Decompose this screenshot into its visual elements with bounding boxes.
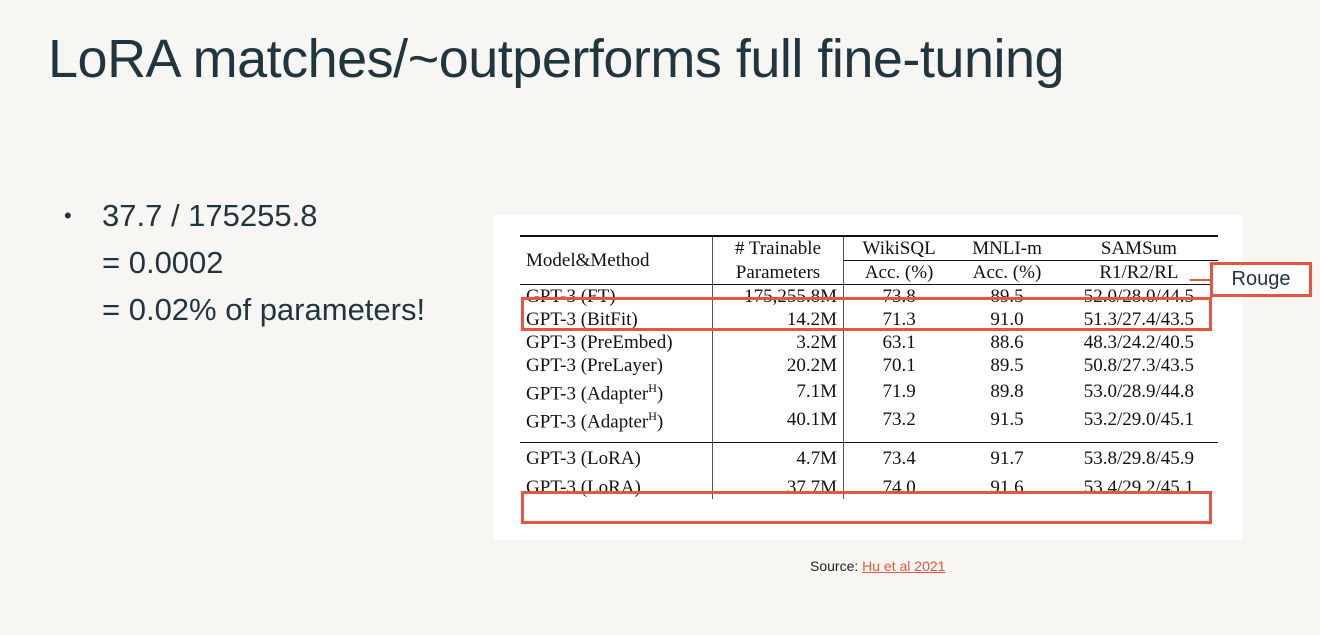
source-citation: Source: Hu et al 2021	[810, 558, 945, 574]
params-cell: 4.7M	[712, 441, 844, 470]
model-cell: GPT-3 (FT)	[520, 284, 713, 308]
rouge-annotation: Rouge	[1210, 262, 1312, 297]
samsum-cell: 48.3/24.2/40.5	[1083, 332, 1195, 353]
wikisql-cell: 70.1	[843, 354, 955, 377]
header-model: Model&Method	[520, 235, 713, 285]
params-cell: 7.1M	[712, 377, 844, 406]
model-cell: GPT-3 (PreEmbed)	[526, 332, 673, 353]
table-row: GPT-3 (LoRA) 4.7M 73.4 91.7 53.8/29.8/45…	[520, 441, 1218, 470]
model-cell: GPT-3 (PreLayer)	[526, 355, 664, 376]
samsum-cell: 53.0/28.9/44.8	[1083, 380, 1195, 402]
source-prefix: Source:	[810, 558, 863, 574]
bullet-text: 37.7 / 175255.8 = 0.0002 = 0.02% of para…	[102, 192, 425, 333]
model-cell: GPT-3 (BitFit)	[526, 309, 638, 330]
spacer-cell	[1060, 434, 1218, 443]
wikisql-cell: 73.8	[843, 284, 955, 308]
header-wikisql-metric: Acc. (%)	[843, 260, 955, 285]
table-spacer-row	[520, 433, 1218, 443]
samsum-cell: 52.0/28.0/44.5	[1059, 284, 1218, 308]
highlight-box-full-finetune	[521, 297, 1212, 331]
header-wikisql: WikiSQL	[843, 235, 955, 261]
bullet-line-decimal: = 0.0002	[102, 245, 224, 280]
params-cell: 20.2M	[712, 354, 844, 377]
bullet-dot-icon: •	[64, 203, 72, 228]
samsum-cell: 53.8/29.8/45.9	[1059, 441, 1218, 470]
bullet-item: • 37.7 / 175255.8 = 0.0002 = 0.02% of pa…	[64, 192, 425, 333]
params-cell: 14.2M	[712, 308, 844, 331]
header-params-line1: # Trainable	[712, 235, 844, 261]
wikisql-cell: 73.2	[843, 405, 955, 434]
mnli-cell: 89.5	[990, 355, 1024, 376]
spacer-cell	[843, 433, 955, 443]
table-row: GPT-3 (AdapterH) 40.1M 73.2 91.5 53.2/29…	[520, 405, 1218, 434]
bullet-list: • 37.7 / 175255.8 = 0.0002 = 0.02% of pa…	[64, 192, 425, 333]
bullet-line-percent: = 0.02% of parameters!	[102, 292, 426, 327]
source-link[interactable]: Hu et al 2021	[862, 558, 946, 574]
wikisql-cell: 71.9	[843, 377, 955, 406]
model-name-end: )	[656, 383, 664, 405]
wikisql-cell: 73.4	[843, 441, 955, 470]
header-samsum: SAMSum	[1059, 235, 1218, 261]
model-superscript: H	[648, 381, 657, 395]
table-row: GPT-3 (PreLayer) 20.2M 70.1 89.5 50.8/27…	[520, 354, 1218, 377]
wikisql-cell: 63.1	[843, 331, 955, 354]
model-name: GPT-3 (Adapter	[526, 383, 649, 405]
header-params-line2: Parameters	[712, 260, 844, 285]
params-cell: 3.2M	[712, 331, 844, 354]
rouge-connector-line	[1190, 279, 1210, 281]
header-mnli: MNLI-m	[954, 235, 1060, 261]
params-cell: 175,255.8M	[712, 284, 844, 308]
spacer-cell	[954, 434, 1060, 443]
table-header-row: Model&Method # Trainable WikiSQL MNLI-m …	[520, 235, 1218, 285]
slide-title: LoRA matches/~outperforms full fine-tuni…	[48, 29, 1065, 89]
table-row: GPT-3 (FT) 175,255.8M 73.8 89.5 52.0/28.…	[520, 284, 1218, 308]
highlight-box-lora	[521, 491, 1212, 524]
bullet-line-ratio: 37.7 / 175255.8	[102, 198, 318, 233]
model-cell: GPT-3 (LoRA)	[520, 441, 713, 470]
model-superscript: H	[648, 409, 657, 424]
header-samsum-metric: R1/R2/RL	[1059, 260, 1218, 285]
mnli-cell: 89.5	[954, 284, 1060, 308]
mnli-cell: 88.6	[990, 332, 1024, 353]
table-row: GPT-3 (BitFit) 14.2M 71.3 91.0 51.3/27.4…	[520, 308, 1218, 331]
header-mnli-metric: Acc. (%)	[954, 260, 1060, 285]
model-cell: GPT-3 (AdapterH)	[520, 405, 713, 433]
samsum-cell: 53.2/29.0/45.1	[1083, 408, 1195, 430]
table-subheader-row: Parameters Acc. (%) Acc. (%) R1/R2/RL	[520, 260, 1218, 285]
params-cell: 40.1M	[712, 405, 844, 434]
spacer-cell	[520, 434, 713, 443]
mnli-cell: 91.7	[954, 441, 1060, 470]
model-name-end: )	[656, 411, 664, 433]
table-row: GPT-3 (PreEmbed) 3.2M 63.1 88.6 48.3/24.…	[520, 331, 1218, 354]
samsum-cell: 51.3/27.4/43.5	[1083, 309, 1195, 330]
mnli-cell: 91.5	[990, 408, 1024, 430]
results-table: Model&Method # Trainable WikiSQL MNLI-m …	[520, 235, 1218, 499]
mnli-cell: 91.0	[990, 309, 1024, 330]
mnli-cell: 89.8	[990, 380, 1024, 402]
table-row: GPT-3 (AdapterH) 7.1M 71.9 89.8 53.0/28.…	[520, 377, 1218, 406]
wikisql-cell: 71.3	[843, 308, 955, 331]
model-name: GPT-3 (Adapter	[526, 411, 649, 433]
model-cell: GPT-3 (AdapterH)	[520, 377, 713, 405]
spacer-cell	[712, 433, 844, 443]
samsum-cell: 50.8/27.3/43.5	[1083, 355, 1195, 376]
